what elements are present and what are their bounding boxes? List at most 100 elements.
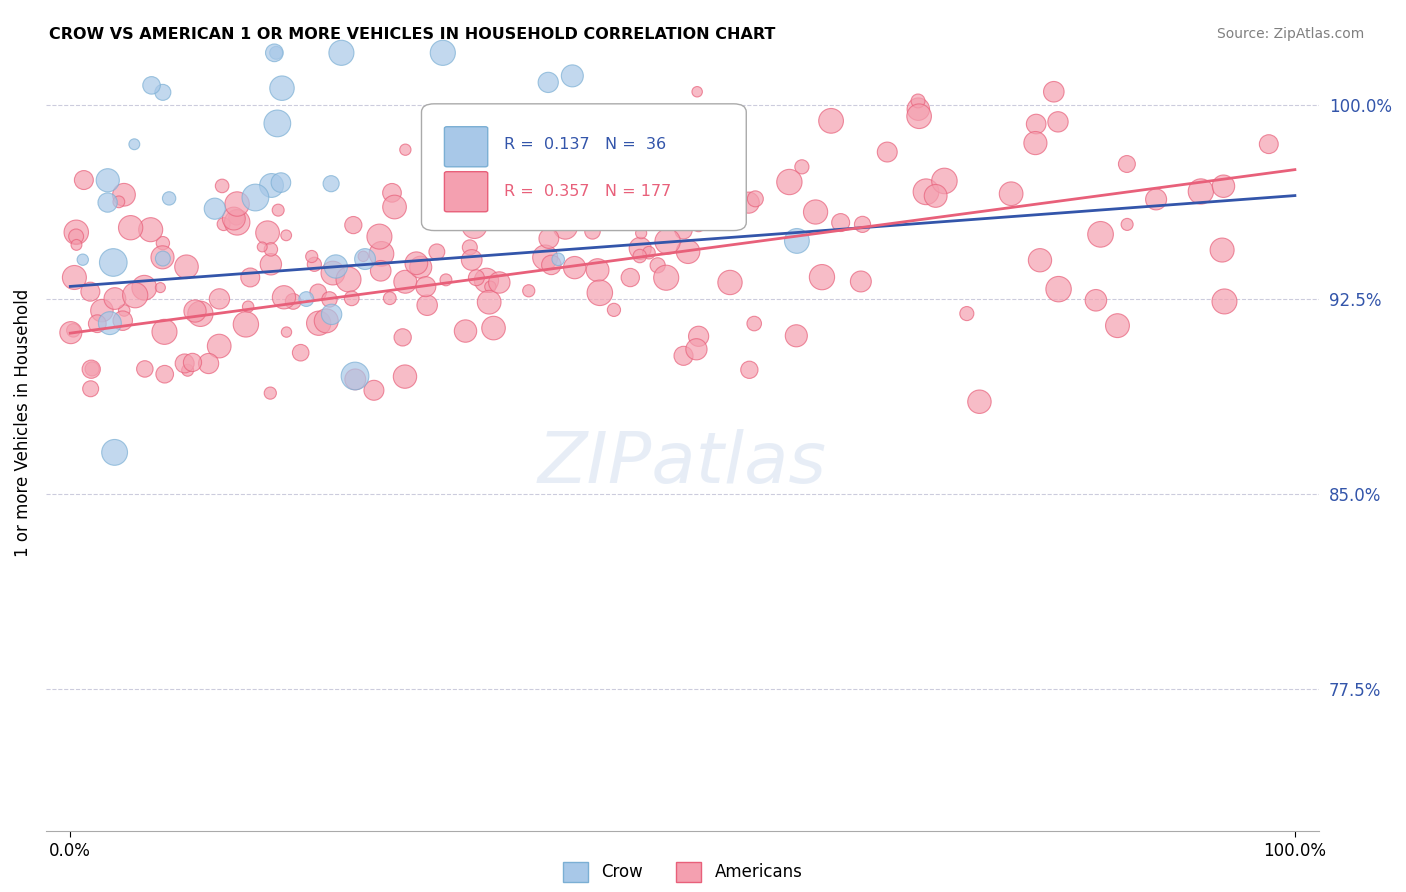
Point [370,247,392,261]
Point [352,249,374,263]
Point [304,257,326,271]
Point [79,382,101,396]
Point [630,226,652,240]
Point [432,45,454,60]
Point [65,229,87,244]
Point [124,288,146,302]
Point [308,316,330,330]
Point [103,255,125,269]
Point [744,192,766,206]
Point [434,273,457,287]
Point [368,229,391,244]
FancyBboxPatch shape [444,127,488,167]
Point [488,276,510,290]
Point [330,45,353,60]
Point [1116,218,1139,232]
Point [176,260,198,274]
Point [533,215,555,229]
Point [276,325,298,339]
Legend: Crow, Americans: Crow, Americans [557,855,808,888]
Point [271,81,294,95]
Point [1025,117,1047,131]
Point [256,226,278,240]
Point [267,203,290,218]
Point [621,207,644,221]
Point [65,238,87,252]
Point [1043,85,1066,99]
Point [672,223,695,237]
Point [461,252,484,267]
Point [924,189,946,203]
Point [72,252,94,267]
Point [394,275,416,289]
Point [222,211,245,226]
Point [1212,179,1234,194]
Point [422,194,444,209]
Point [647,258,669,272]
Point [62,323,84,337]
Point [363,384,385,398]
Point [489,173,512,187]
Point [851,218,873,232]
Point [98,316,121,330]
Point [226,215,249,229]
Point [197,357,219,371]
Point [475,273,498,287]
Point [540,258,562,272]
Point [108,194,131,209]
Point [315,314,337,328]
Point [208,339,231,353]
Point [1024,136,1046,150]
Point [152,86,174,100]
Point [1029,253,1052,268]
Point [907,94,929,108]
Point [73,173,96,187]
Point [276,228,298,243]
Point [112,303,135,318]
Point [586,263,609,277]
Point [465,270,488,285]
Point [458,240,481,254]
Point [786,234,808,248]
Point [655,188,678,202]
Point [517,284,540,298]
Point [270,176,292,190]
Point [482,321,505,335]
Point [264,45,287,60]
Point [354,252,377,266]
Point [259,386,281,401]
Point [211,178,233,193]
Y-axis label: 1 or more Vehicles in Household: 1 or more Vehicles in Household [14,289,32,557]
Point [149,280,172,294]
Point [541,206,564,220]
Point [416,298,439,312]
Point [1144,193,1167,207]
Point [593,188,616,202]
Point [266,116,288,130]
Point [97,195,120,210]
Point [529,173,551,187]
Point [153,368,176,382]
Point [90,303,112,318]
Point [325,260,347,274]
Point [688,329,710,343]
Point [173,356,195,370]
Point [340,291,363,305]
Point [876,145,898,159]
Text: R =  0.137   N =  36: R = 0.137 N = 36 [505,137,666,153]
Point [1189,185,1212,199]
Point [432,110,454,124]
Point [1257,137,1279,152]
Point [283,294,305,309]
Point [657,235,679,249]
Point [581,224,603,238]
Point [204,202,226,216]
Point [720,118,742,132]
Point [79,285,101,299]
Point [554,220,576,235]
Point [589,285,612,300]
Point [655,270,678,285]
Point [718,276,741,290]
Point [631,212,654,227]
Point [152,236,174,251]
